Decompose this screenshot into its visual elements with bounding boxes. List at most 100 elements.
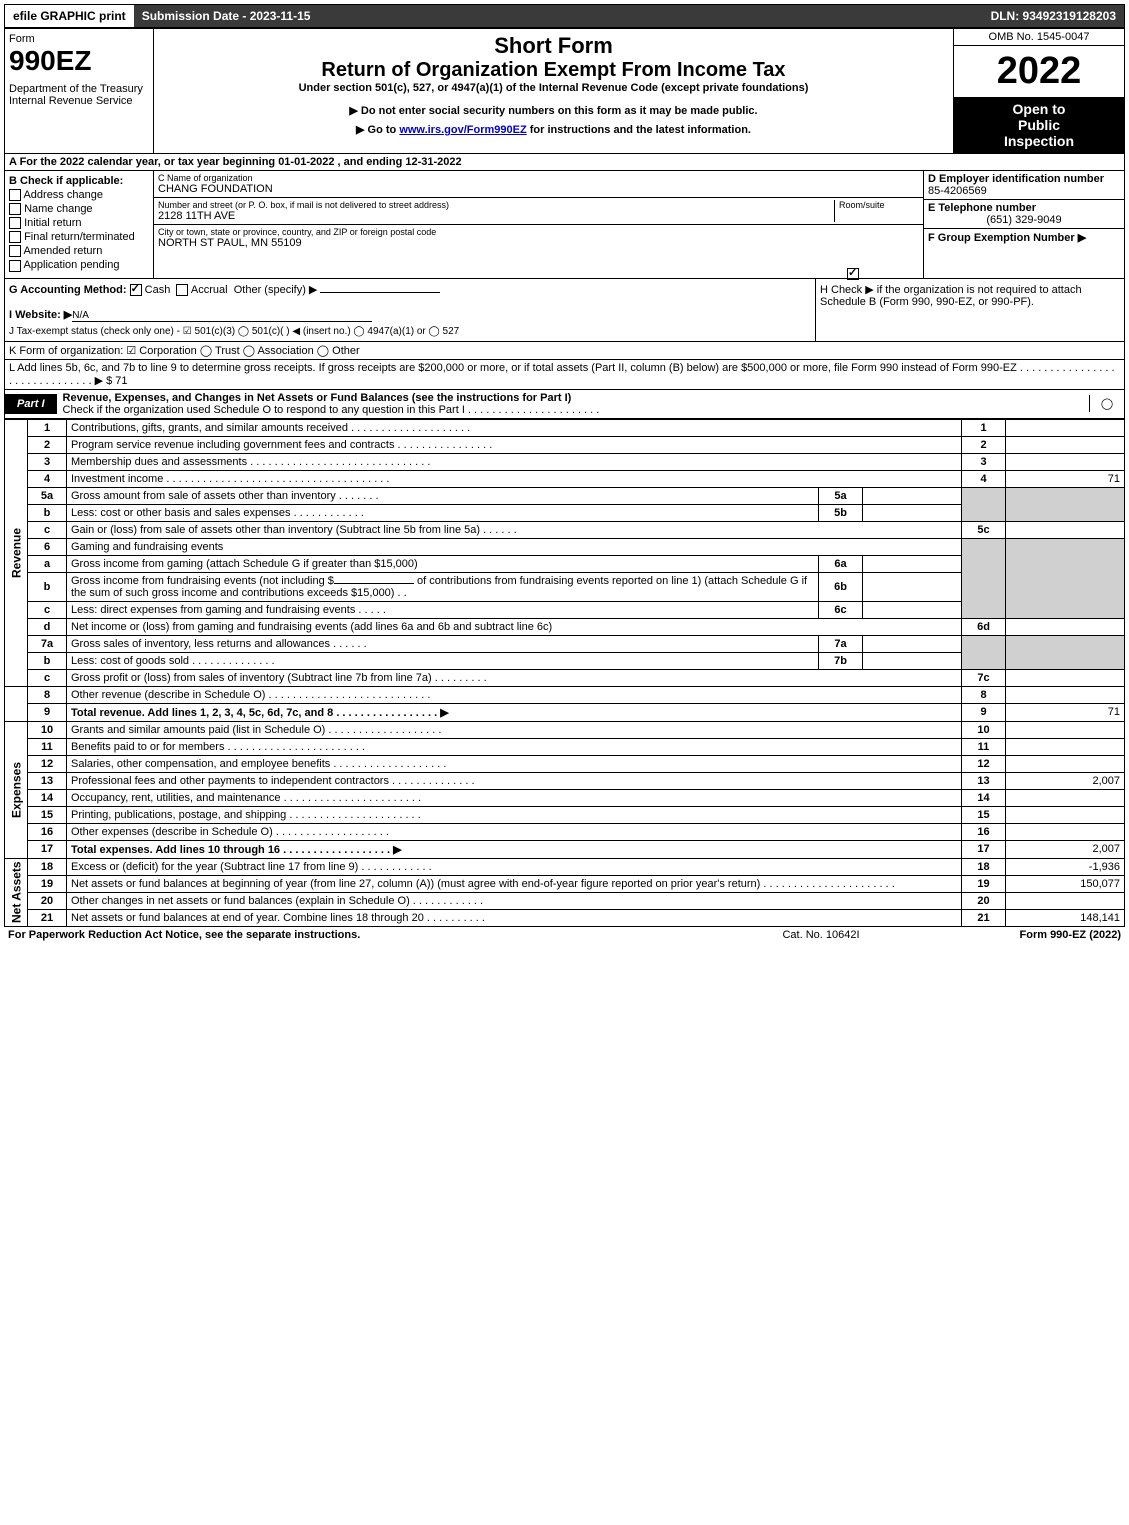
tel-value: (651) 329-9049	[928, 214, 1120, 226]
warning-goto: ▶ Go to www.irs.gov/Form990EZ for instru…	[158, 123, 949, 136]
line-no: b	[28, 652, 67, 669]
line-desc: Gross sales of inventory, less returns a…	[67, 635, 819, 652]
line-desc: Benefits paid to or for members . . . . …	[67, 738, 962, 755]
section-b: B Check if applicable: Address change Na…	[5, 171, 154, 278]
line-no: 21	[28, 909, 67, 926]
line-num: 18	[962, 858, 1006, 875]
open-line3: Inspection	[958, 133, 1120, 149]
line-desc: Gross income from fundraising events (no…	[67, 572, 819, 601]
line-num: 1	[962, 419, 1006, 436]
room-label: Room/suite	[839, 200, 919, 210]
check-initial-return[interactable]: Initial return	[9, 217, 149, 229]
line-desc: Grants and similar amounts paid (list in…	[67, 721, 962, 738]
city-label: City or town, state or province, country…	[158, 227, 919, 237]
checkbox-icon[interactable]	[9, 203, 21, 215]
check-address-change[interactable]: Address change	[9, 189, 149, 201]
street-label: Number and street (or P. O. box, if mail…	[158, 200, 834, 210]
section-d: D Employer identification number 85-4206…	[924, 171, 1124, 200]
form-number: 990EZ	[9, 45, 149, 77]
other-specify-input[interactable]	[320, 292, 440, 293]
check-application-pending[interactable]: Application pending	[9, 259, 149, 271]
expenses-section-label: Expenses	[5, 721, 28, 858]
line-desc: Less: direct expenses from gaming and fu…	[67, 601, 819, 618]
checkbox-accrual[interactable]	[176, 284, 188, 296]
sections-gh: G Accounting Method: Cash Accrual Other …	[4, 279, 1125, 342]
form-header-left: Form 990EZ Department of the Treasury In…	[5, 29, 154, 153]
form-header: Form 990EZ Department of the Treasury In…	[4, 28, 1125, 154]
line-num: 7c	[962, 669, 1006, 686]
short-form-title: Short Form	[158, 33, 949, 59]
ein-value: 85-4206569	[928, 185, 987, 197]
line-val	[1006, 823, 1125, 840]
line-val	[1006, 686, 1125, 703]
line-no: 19	[28, 875, 67, 892]
line-val: 150,077	[1006, 875, 1125, 892]
line-desc: Other revenue (describe in Schedule O) .…	[67, 686, 962, 703]
submission-date-label: Submission Date - 2023-11-15	[134, 5, 319, 27]
checkbox-icon[interactable]	[9, 217, 21, 229]
check-name-change[interactable]: Name change	[9, 203, 149, 215]
checkbox-h[interactable]	[847, 268, 859, 280]
checkbox-icon[interactable]	[9, 245, 21, 257]
checkbox-icon[interactable]	[9, 260, 21, 272]
line-no: d	[28, 618, 67, 635]
section-h-text: H Check ▶ if the organization is not req…	[820, 284, 1082, 308]
line-desc: Gaming and fundraising events	[67, 538, 962, 555]
open-line1: Open to	[958, 101, 1120, 117]
line-desc: Other changes in net assets or fund bala…	[67, 892, 962, 909]
group-label: F Group Exemption Number ▶	[928, 232, 1086, 244]
shaded-cell	[962, 538, 1006, 618]
irs-link[interactable]: www.irs.gov/Form990EZ	[399, 124, 526, 136]
line-val	[1006, 892, 1125, 909]
part-1-checkbox[interactable]: ◯	[1089, 395, 1124, 412]
checkbox-icon[interactable]	[9, 231, 21, 243]
city-value: NORTH ST PAUL, MN 55109	[158, 237, 919, 249]
revenue-section-label: Revenue	[5, 419, 28, 686]
section-l-text: L Add lines 5b, 6c, and 7b to line 9 to …	[9, 362, 1115, 387]
section-j: J Tax-exempt status (check only one) - ☑…	[9, 326, 811, 337]
section-g: G Accounting Method: Cash Accrual Other …	[5, 279, 815, 341]
warning-ssn: ▶ Do not enter social security numbers o…	[158, 104, 949, 117]
open-line2: Public	[958, 117, 1120, 133]
section-f: F Group Exemption Number ▶	[924, 229, 1124, 246]
goto-prefix: ▶ Go to	[356, 124, 399, 136]
contrib-amount-input[interactable]	[334, 583, 414, 584]
org-name: CHANG FOUNDATION	[158, 183, 919, 195]
line-no: 6	[28, 538, 67, 555]
form-header-center: Short Form Return of Organization Exempt…	[154, 29, 953, 153]
revenue-section-label-cont	[5, 686, 28, 721]
line-val: 2,007	[1006, 772, 1125, 789]
line-num: 19	[962, 875, 1006, 892]
line-no: 18	[28, 858, 67, 875]
line-no: 16	[28, 823, 67, 840]
line-val	[1006, 521, 1125, 538]
street-value: 2128 11TH AVE	[158, 210, 834, 222]
line-num: 14	[962, 789, 1006, 806]
shaded-cell	[1006, 538, 1125, 618]
sections-bcdef: B Check if applicable: Address change Na…	[4, 171, 1125, 279]
line-val	[1006, 721, 1125, 738]
check-amended-return[interactable]: Amended return	[9, 245, 149, 257]
line-num: 10	[962, 721, 1006, 738]
line-num: 20	[962, 892, 1006, 909]
sub-box: 6a	[819, 555, 863, 572]
line-no: c	[28, 669, 67, 686]
line-desc: Professional fees and other payments to …	[67, 772, 962, 789]
dln-label: DLN: 93492319128203	[318, 5, 1124, 27]
line-desc: Printing, publications, postage, and shi…	[67, 806, 962, 823]
line-desc: Salaries, other compensation, and employ…	[67, 755, 962, 772]
line-val: 71	[1006, 703, 1125, 721]
checkbox-icon[interactable]	[9, 189, 21, 201]
line-desc: Net income or (loss) from gaming and fun…	[67, 618, 962, 635]
line-val	[1006, 755, 1125, 772]
dept-label: Department of the Treasury Internal Reve…	[9, 83, 149, 107]
efile-print-button[interactable]: efile GRAPHIC print	[5, 5, 134, 27]
checkbox-cash[interactable]	[130, 284, 142, 296]
shaded-cell	[962, 487, 1006, 521]
netassets-section-label: Net Assets	[5, 858, 28, 926]
line-no: 1	[28, 419, 67, 436]
shaded-cell	[1006, 487, 1125, 521]
accounting-label: G Accounting Method:	[9, 284, 127, 296]
line-num: 11	[962, 738, 1006, 755]
check-final-return[interactable]: Final return/terminated	[9, 231, 149, 243]
